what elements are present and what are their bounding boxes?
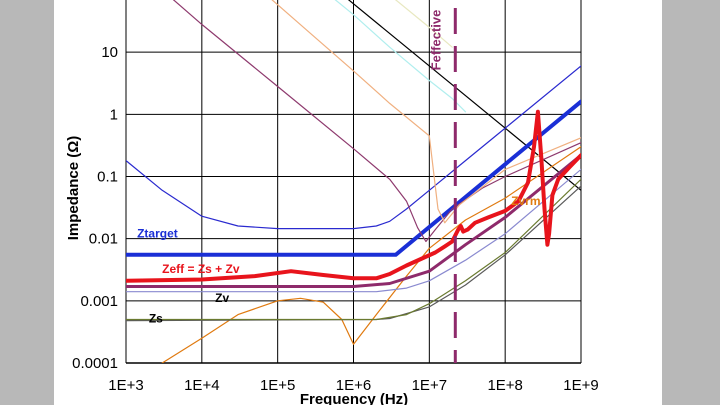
x-axis-label: Frequency (Hz) bbox=[300, 391, 408, 405]
left-gray-margin bbox=[0, 0, 54, 405]
y-tick-label: 0.001 bbox=[80, 293, 118, 310]
impedance-chart: Feffective Ztarget Zeff = Zs + Zv Zv Zs Zvrm… bbox=[65, 0, 599, 408]
series-lines bbox=[126, 0, 581, 363]
series-line-11 bbox=[126, 168, 581, 293]
annotation-label: Zeff = Zs + Zv bbox=[162, 262, 240, 276]
series-line-6 bbox=[334, 0, 467, 113]
annotation-label: Zvrm bbox=[511, 194, 540, 208]
x-tick-label: 1E+9 bbox=[563, 377, 598, 394]
series-line-7 bbox=[394, 0, 453, 48]
vertical-marker: Feffective bbox=[428, 8, 457, 363]
x-tick-label: 1E+4 bbox=[184, 377, 219, 394]
y-tick-label: 1 bbox=[110, 106, 118, 123]
series-line-5 bbox=[271, 0, 581, 224]
y-tick-label: 0.0001 bbox=[72, 355, 118, 372]
x-tick-label: 1E+5 bbox=[260, 377, 295, 394]
chart-panel: Feffective Ztarget Zeff = Zs + Zv Zv Zs Zvrm… bbox=[54, 0, 662, 408]
series-line-2 bbox=[126, 65, 581, 230]
y-axis-label: Impedance (Ω) bbox=[65, 136, 82, 241]
series-line-12 bbox=[126, 153, 581, 288]
x-tick-label: 1E+3 bbox=[108, 377, 143, 394]
x-tick-label: 1E+8 bbox=[487, 377, 522, 394]
y-tick-label: 0.01 bbox=[89, 231, 118, 248]
y-tick-label: 0.1 bbox=[97, 169, 118, 186]
annotation-label: Zs bbox=[149, 311, 163, 325]
right-gray-margin bbox=[662, 0, 720, 405]
annotation-label: Zv bbox=[215, 291, 229, 305]
x-tick-label: 1E+7 bbox=[412, 377, 447, 394]
series-line-13 bbox=[126, 109, 581, 283]
tick-labels: 1E+3 1E+4 1E+5 1E+6 1E+7 1E+8 1E+9 0.0001 0.001 0… bbox=[72, 44, 599, 394]
series-line-10 bbox=[126, 178, 581, 321]
grid bbox=[125, 0, 582, 364]
x-tick-label: 1E+6 bbox=[336, 377, 371, 394]
series-line-3 bbox=[126, 99, 581, 257]
annotation-label: Ztarget bbox=[137, 226, 178, 240]
series-line-4 bbox=[172, 0, 581, 243]
feffective-label: Feffective bbox=[428, 10, 443, 71]
annotations: Ztarget Zeff = Zs + Zv Zv Zs Zvrm bbox=[137, 194, 540, 326]
y-tick-label: 10 bbox=[101, 44, 118, 61]
